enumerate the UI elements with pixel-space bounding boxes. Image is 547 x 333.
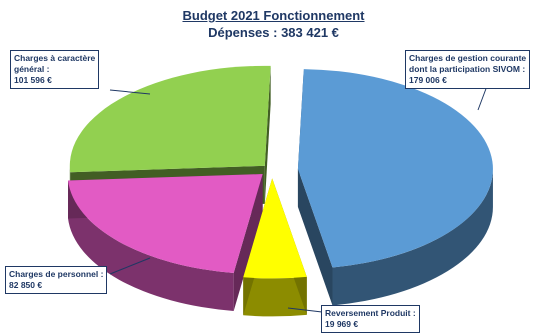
pie-slices (68, 66, 493, 317)
label-personnel-line1: Charges de personnel : (9, 269, 103, 280)
label-general-value: 101 596 € (14, 75, 95, 86)
label-charges-general: Charges à caractère général : 101 596 € (10, 50, 99, 89)
label-gestion-line2: dont la participation SIVOM : (409, 64, 526, 75)
label-general-line2: général : (14, 64, 95, 75)
label-reversement-line1: Reversement Produit : (325, 308, 416, 319)
label-personnel-value: 82 850 € (9, 280, 103, 291)
label-charges-personnel: Charges de personnel : 82 850 € (5, 266, 107, 294)
label-gestion-value: 179 006 € (409, 75, 526, 86)
label-reversement: Reversement Produit : 19 969 € (321, 305, 420, 333)
label-gestion-line1: Charges de gestion courante (409, 53, 526, 64)
slice-top-general (70, 66, 271, 172)
label-charges-gestion: Charges de gestion courante dont la part… (405, 50, 530, 89)
pie-slice-gestion (298, 69, 493, 305)
label-reversement-value: 19 969 € (325, 319, 416, 330)
label-general-line1: Charges à caractère (14, 53, 95, 64)
